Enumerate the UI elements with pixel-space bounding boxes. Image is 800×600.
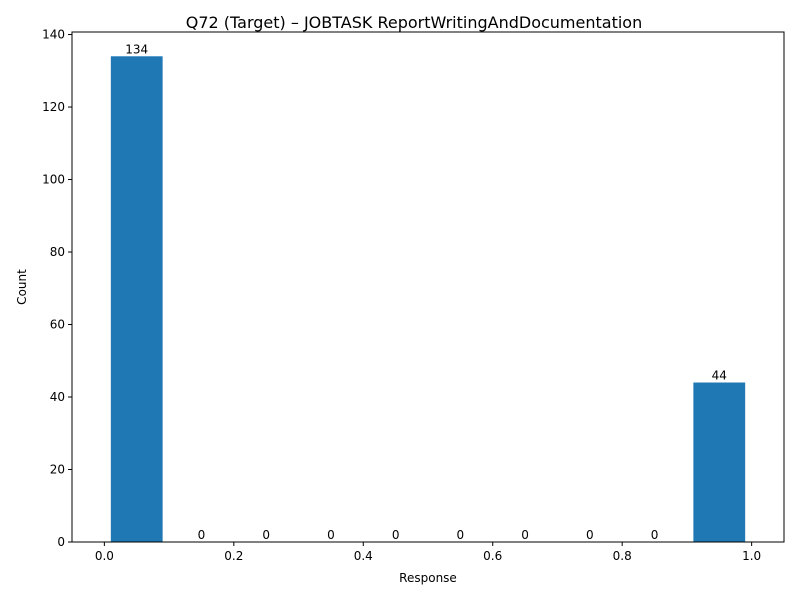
y-tick-label: 120 (42, 100, 65, 114)
y-tick-label: 140 (42, 28, 65, 42)
y-tick-label: 0 (57, 535, 65, 549)
x-tick-label: 0.6 (483, 549, 502, 563)
bar-data-label: 0 (392, 528, 400, 542)
bar-data-label: 0 (457, 528, 465, 542)
x-tick-label: 0.0 (95, 549, 114, 563)
bar-data-label: 0 (198, 528, 206, 542)
bar (693, 382, 746, 542)
data-labels-group: 134 0 0 0 0 0 0 0 0 44 (125, 42, 727, 542)
bar-data-label: 0 (651, 528, 659, 542)
bar-data-label: 134 (125, 42, 148, 56)
y-tick-label: 20 (50, 463, 65, 477)
x-axis-label: Response (399, 571, 457, 585)
bar-data-label: 44 (712, 369, 727, 383)
y-tick-label: 100 (42, 173, 65, 187)
x-tick-label: 0.4 (354, 549, 373, 563)
bars-group (110, 56, 746, 543)
bar-data-label: 0 (327, 528, 335, 542)
x-tick-label: 0.8 (613, 549, 632, 563)
x-tick-label: 0.2 (224, 549, 243, 563)
bar-data-label: 0 (521, 528, 529, 542)
y-tick-label: 60 (50, 318, 65, 332)
y-axis: 0 20 40 60 80 100 120 140 (42, 28, 72, 549)
chart-title: Q72 (Target) – JOBTASK ReportWritingAndD… (186, 13, 642, 32)
y-axis-label: Count (15, 269, 29, 305)
x-axis: 0.0 0.2 0.4 0.6 0.8 1.0 (95, 542, 761, 563)
y-tick-label: 40 (50, 390, 65, 404)
plot-frame (71, 31, 785, 543)
bar (110, 56, 163, 543)
bar-data-label: 0 (586, 528, 594, 542)
x-tick-label: 1.0 (742, 549, 761, 563)
y-tick-label: 80 (50, 245, 65, 259)
bar-data-label: 0 (262, 528, 270, 542)
